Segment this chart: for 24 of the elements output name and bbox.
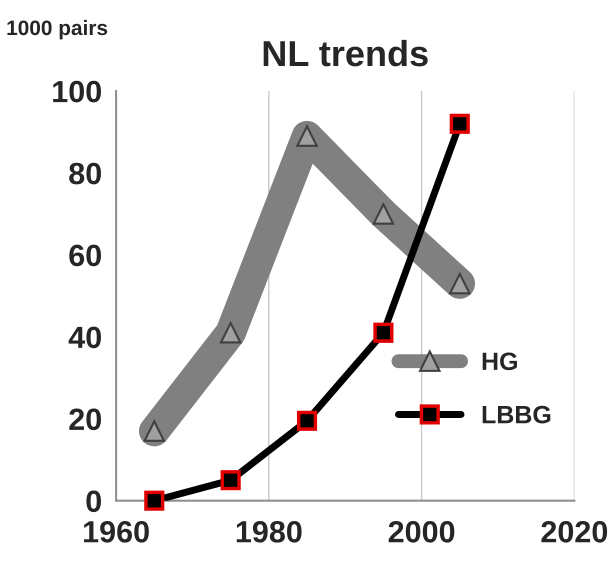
point <box>296 410 318 431</box>
x-tick-label: 1960 <box>84 520 149 543</box>
y-tick-label: 0 <box>86 490 101 512</box>
x-tick-label: 1980 <box>236 520 302 543</box>
point <box>449 272 471 294</box>
chart-title: NL trends <box>264 40 428 66</box>
point <box>220 322 242 344</box>
x-tick-label: 2000 <box>388 520 454 543</box>
legend-label: HG <box>482 352 517 370</box>
y-tick-label: 100 <box>53 80 101 102</box>
point <box>296 125 318 147</box>
point <box>144 420 166 442</box>
y-axis-title: 1000 pairs <box>7 20 108 40</box>
y-tick-label: 60 <box>69 244 101 266</box>
y-tick-label: 80 <box>69 162 101 184</box>
point <box>372 203 394 225</box>
y-tick-label: 20 <box>69 408 101 430</box>
point <box>220 470 241 490</box>
x-tick-label: 2020 <box>541 520 608 543</box>
point <box>144 490 164 511</box>
point <box>450 114 470 134</box>
y-tick-label: 40 <box>68 326 101 348</box>
legend-label: LBBG <box>482 406 550 424</box>
point <box>373 322 394 343</box>
